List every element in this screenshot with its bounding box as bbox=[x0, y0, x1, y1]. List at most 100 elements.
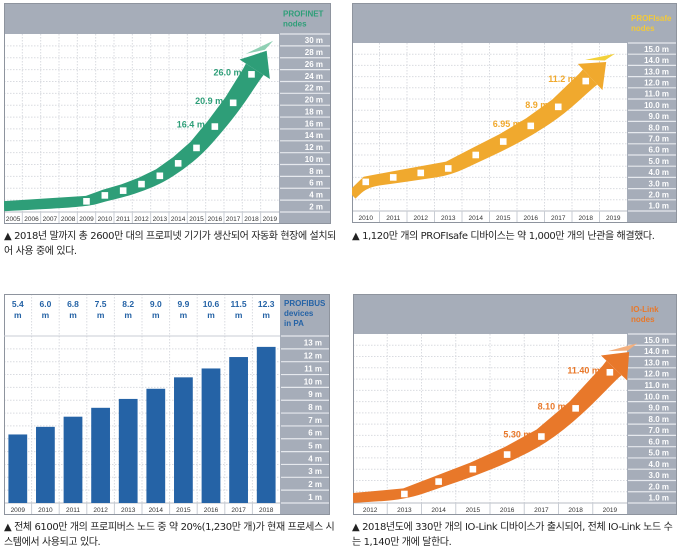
x-tick-label: 2019 bbox=[606, 215, 621, 222]
data-label: 16.4 m bbox=[177, 120, 205, 130]
bar-value-label: 12.3 bbox=[258, 299, 275, 309]
y-tick-label: 16 m bbox=[305, 119, 323, 128]
y-tick-label: 12.0 m bbox=[644, 370, 669, 379]
y-tick-label: 28 m bbox=[305, 48, 323, 57]
y-tick-label: 2.0 m bbox=[649, 191, 669, 200]
y-tick-label: 10.0 m bbox=[644, 101, 669, 110]
chart-header-band bbox=[4, 3, 331, 34]
y-tick-label: 3.0 m bbox=[649, 179, 669, 188]
bar bbox=[118, 398, 138, 503]
y-tick-label: 14.0 m bbox=[644, 347, 669, 356]
arrow-body bbox=[4, 63, 264, 212]
data-point bbox=[389, 174, 397, 181]
y-tick-label: 30 m bbox=[305, 36, 323, 45]
legend-title: nodes bbox=[631, 315, 655, 324]
y-tick-label: 2 m bbox=[308, 480, 322, 489]
y-tick-label: 11.0 m bbox=[645, 90, 669, 99]
x-tick-label: 2005 bbox=[6, 216, 21, 223]
data-label: 8.9 m bbox=[525, 100, 548, 110]
y-tick-label: 5.0 m bbox=[649, 157, 669, 166]
x-tick-label: 2012 bbox=[414, 215, 429, 222]
data-point bbox=[499, 138, 507, 145]
arrow-body bbox=[353, 360, 622, 504]
x-tick-label: 2015 bbox=[496, 215, 511, 222]
bar-value-label: 9.0 bbox=[150, 299, 162, 309]
bar-value-label: 7.5 bbox=[95, 299, 107, 309]
bar-value-unit: m bbox=[97, 310, 105, 320]
data-point bbox=[193, 144, 200, 152]
y-tick-label: 12 m bbox=[304, 352, 322, 361]
bar-value-unit: m bbox=[42, 310, 50, 320]
bar-value-unit: m bbox=[262, 310, 270, 320]
data-point bbox=[229, 99, 237, 107]
data-point bbox=[435, 478, 442, 485]
y-tick-label: 2 m bbox=[309, 202, 323, 211]
x-tick-label: 2009 bbox=[79, 216, 94, 223]
x-tick-label: 2009 bbox=[11, 507, 26, 514]
y-tick-label: 13.0 m bbox=[644, 67, 669, 76]
data-label: 11.2 m bbox=[548, 74, 576, 84]
bar-value-unit: m bbox=[152, 310, 160, 320]
arrow-body bbox=[352, 69, 598, 199]
profibus-chart: 13 m 12 m 11 m 10 m 9 m 8 m 7 m 6 m 5 m 4 m 3 m 2 m… bbox=[4, 294, 330, 515]
data-point bbox=[248, 71, 255, 78]
profinet-chart: 30 m 28 m 26 m 24 m 22 m 20 m 18 m 16 m 14 m 12 m… bbox=[4, 3, 331, 224]
y-tick-label: 8.0 m bbox=[649, 123, 669, 132]
y-tick-label: 11 m bbox=[304, 364, 322, 373]
x-tick-label: 2014 bbox=[149, 507, 164, 514]
x-tick-label: 2016 bbox=[204, 507, 219, 514]
x-tick-label: 2007 bbox=[43, 216, 58, 223]
y-tick-label: 20 m bbox=[305, 96, 323, 105]
data-label: 5.30 m bbox=[503, 430, 531, 440]
x-tick-label: 2016 bbox=[208, 216, 223, 223]
y-tick-label: 14 m bbox=[305, 131, 323, 140]
data-label: 20.9 m bbox=[195, 96, 223, 106]
iolink-chart: 15.0 m 14.0 m 13.0 m 12.0 m 11.0 m 10.0 m 9.0 … bbox=[353, 294, 677, 515]
profinet-caption: ▲ 2018년 말까지 총 2600만 대의 프로피넷 기기가 생산되어 자동화… bbox=[4, 231, 336, 257]
arrow-tip-highlight bbox=[607, 343, 638, 352]
data-point bbox=[138, 180, 145, 188]
data-point bbox=[472, 151, 480, 159]
data-point bbox=[444, 165, 452, 172]
x-tick-label: 2012 bbox=[134, 216, 149, 223]
bar bbox=[146, 388, 166, 503]
bar-value-unit: m bbox=[69, 310, 77, 320]
y-tick-label: 8 m bbox=[309, 167, 323, 176]
x-tick-label: 2016 bbox=[524, 215, 539, 222]
chart-header-band bbox=[280, 294, 330, 336]
bar bbox=[229, 357, 248, 503]
x-tick-label: 2017 bbox=[551, 215, 566, 222]
x-tick-label: 2011 bbox=[116, 216, 130, 223]
bar bbox=[91, 407, 110, 503]
x-tick-label: 2006 bbox=[24, 216, 39, 223]
y-tick-label: 13 m bbox=[304, 339, 322, 348]
chart-border bbox=[353, 294, 677, 515]
y-tick-label: 1.0 m bbox=[649, 494, 669, 503]
data-point bbox=[156, 172, 164, 180]
y-tick-label: 10 m bbox=[304, 377, 322, 386]
chart-border bbox=[4, 294, 330, 515]
x-tick-label: 2014 bbox=[469, 215, 484, 222]
y-tick-label: 3.0 m bbox=[649, 471, 669, 480]
legend-title: PROFIsafe bbox=[631, 14, 672, 23]
x-tick-label: 2016 bbox=[500, 507, 515, 514]
y-tick-label: 5.0 m bbox=[649, 449, 669, 458]
arrow-head bbox=[239, 50, 270, 80]
x-tick-label: 2008 bbox=[61, 216, 76, 223]
data-point bbox=[572, 405, 579, 412]
bar-value-label: 5.4 bbox=[12, 299, 24, 309]
data-point bbox=[401, 490, 408, 498]
x-tick-label: 2013 bbox=[397, 507, 412, 514]
x-tick-label: 2011 bbox=[66, 507, 80, 514]
data-point bbox=[469, 465, 477, 473]
data-point bbox=[211, 123, 219, 130]
x-tick-label: 2010 bbox=[359, 215, 374, 222]
y-tick-label: 6 m bbox=[308, 429, 322, 438]
x-tick-label: 2019 bbox=[263, 216, 278, 223]
data-point bbox=[582, 77, 590, 85]
bar-value-label: 9.9 bbox=[177, 299, 189, 309]
x-tick-label: 2014 bbox=[431, 507, 446, 514]
x-tick-label: 2011 bbox=[386, 215, 400, 222]
data-point bbox=[101, 192, 109, 199]
legend-title: PROFIBUS bbox=[284, 299, 326, 308]
